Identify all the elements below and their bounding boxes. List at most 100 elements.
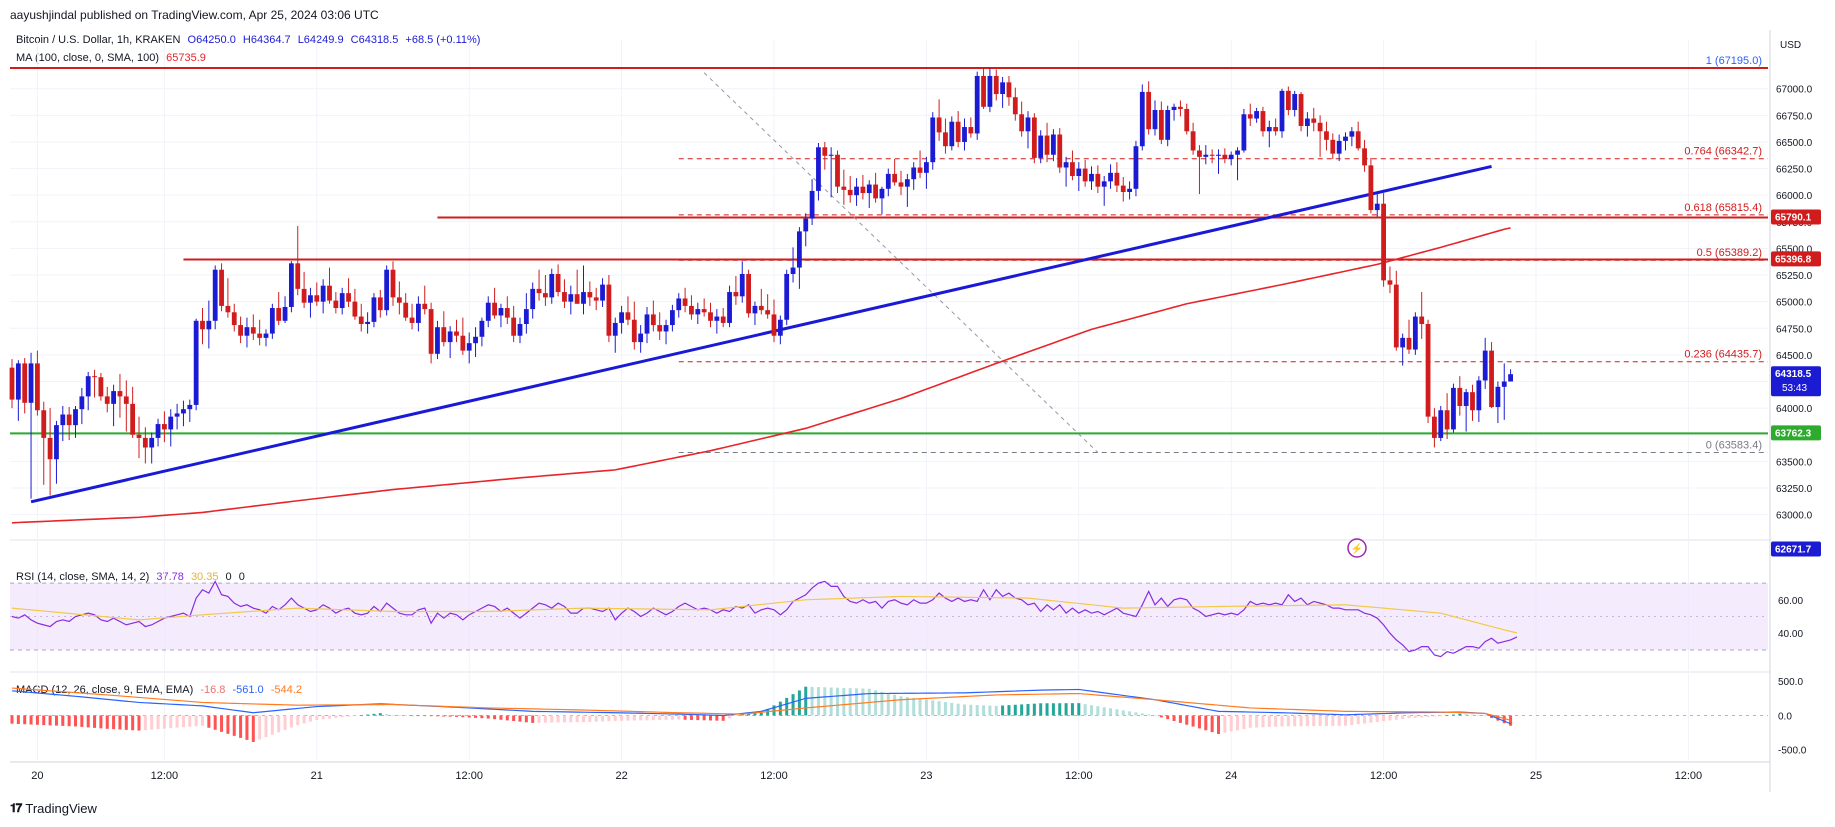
macd-histogram-bar [607,715,611,722]
candle-body [879,188,885,199]
macd-histogram-bar [785,697,789,716]
candle-body [460,335,466,351]
candle-body [1127,188,1132,192]
candle-body [1451,387,1456,430]
candle-body [670,310,675,326]
candle-body [543,293,548,298]
macd-histogram-bar [188,715,192,727]
tradingview-brand[interactable]: 𝟏𝟕 TradingView [10,801,97,816]
price-badge [1771,541,1821,557]
candle-body [485,302,491,321]
macd-histogram-bar [448,715,452,717]
candle-body [1089,173,1094,182]
macd-histogram-bar [1445,715,1449,716]
macd-histogram-bar [1121,710,1125,716]
candle-body [15,363,21,400]
candle-body [1279,90,1285,132]
candle-body [200,320,205,330]
candle-body [1273,127,1279,132]
macd-histogram-bar [1210,715,1214,733]
rsi-value: 37.78 [156,571,184,583]
macd-histogram-bar [1039,703,1043,716]
macd-histogram-bar [728,715,732,719]
candle-body [238,325,243,336]
symbol-title[interactable]: Bitcoin / U.S. Dollar, 1h, KRAKEN [16,34,181,46]
ohlc-open: O64250.0 [187,34,236,46]
macd-histogram-bar [353,715,357,717]
fib-level-label: 0.236 (64435.7) [1684,349,1762,361]
candle-body [377,297,383,311]
macd-histogram-bar [1267,715,1271,727]
candle-body [428,309,434,354]
macd-histogram-bar [99,715,103,729]
macd-histogram-bar [924,699,928,716]
candle-body [1044,135,1050,155]
macd-histogram-bar [61,715,65,726]
candle-body [644,314,650,334]
macd-histogram-bar [1451,714,1455,716]
candle-body [1368,165,1374,211]
x-tick-label: 12:00 [1065,770,1093,782]
candle-body [1000,82,1005,95]
macd-histogram-bar [80,715,84,727]
candle-body [1387,280,1393,285]
macd-histogram-bar [137,715,141,731]
candle-body [676,298,682,311]
macd-histogram-bar [29,715,33,725]
macd-histogram-bar [1147,714,1151,716]
macd-histogram-bar [67,715,71,727]
candle-body [904,179,910,187]
candle-body [1146,91,1152,130]
candle-body [517,324,523,336]
ohlc-change: +68.5 (+0.11%) [405,34,481,46]
macd-histogram-bar [556,715,560,723]
macd-histogram-bar [1324,715,1328,726]
candle-body [1343,136,1348,141]
price-badge-label: 62671.7 [1775,545,1812,556]
macd-histogram-bar [328,715,331,719]
candle-body [35,363,40,411]
ma-label[interactable]: MA (100, close, 0, SMA, 100) [16,52,160,64]
candle-body [1400,337,1406,348]
macd-histogram-bar [982,705,986,716]
macd-histogram-bar [804,686,808,716]
macd-histogram-bar [505,715,509,721]
candle-body [1235,150,1240,155]
macd-histogram-bar [1426,715,1430,718]
rsi-label[interactable]: RSI (14, close, SMA, 14, 2) [16,571,150,583]
candle-body [1133,146,1139,189]
macd-histogram-bar [1280,715,1284,727]
candle-body [384,269,390,311]
candle-body [1006,82,1012,98]
candle-body [1247,114,1253,119]
macd-histogram-bar [1115,709,1119,716]
macd-histogram-bar [791,694,795,716]
macd-histogram-bar [169,715,173,729]
candle-body [295,263,301,289]
macd-histogram-bar [201,715,204,726]
candle-body [854,186,859,196]
macd-histogram-bar [1001,705,1005,716]
rsi-pane [10,580,1768,658]
candle-body [1063,162,1069,168]
macd-histogram-bar [1401,715,1405,719]
candle-body [1076,168,1082,177]
candle-body [339,293,345,309]
macd-histogram-bar [1045,703,1049,716]
macd-histogram-bar [543,715,547,723]
candle-body [574,294,580,304]
macd-histogram-bar [499,715,503,720]
macd-label[interactable]: MACD (12, 26, close, 9, EMA, EMA) [16,684,194,696]
price-tick-label: 66250.0 [1776,165,1813,176]
macd-histogram-bar [480,715,484,719]
macd-histogram-bar [1058,703,1062,716]
candle-body [682,298,688,306]
macd-histogram-bar [251,715,255,742]
candle-body [1260,111,1266,132]
candle-body [225,305,231,313]
macd-histogram-bar [620,715,624,721]
macd-histogram-bar [1344,715,1347,726]
macd-histogram-bar [569,715,573,723]
candle-body [117,391,123,397]
